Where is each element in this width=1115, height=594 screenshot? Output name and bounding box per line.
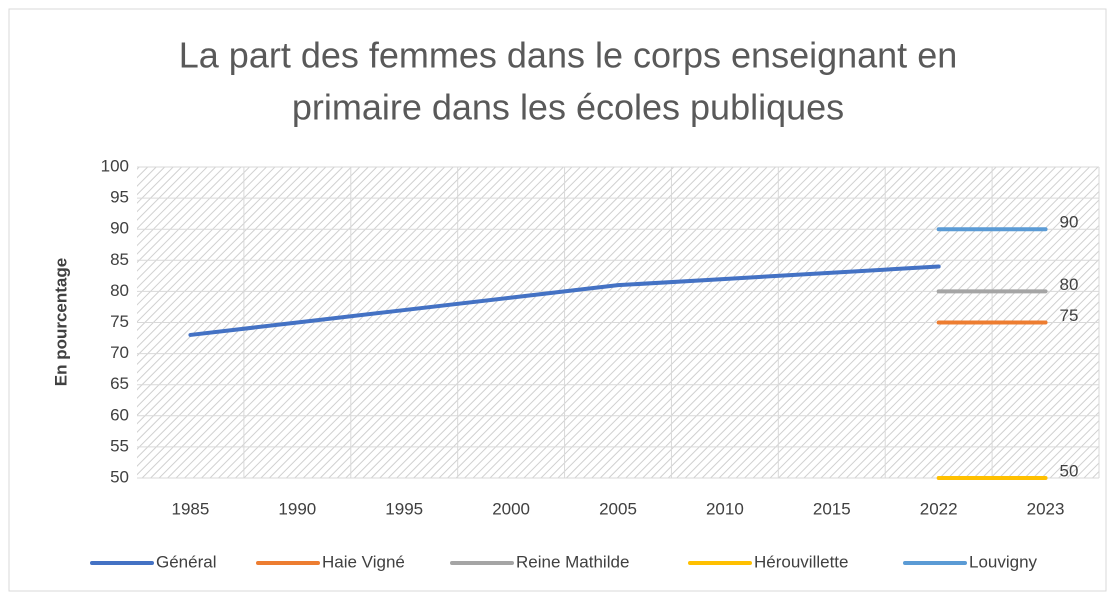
y-tick-label: 55	[110, 436, 129, 455]
legend-label: Général	[156, 552, 216, 571]
chart-title: primaire dans les écoles publiques	[292, 87, 844, 128]
y-tick-label: 50	[110, 467, 129, 486]
y-tick-label: 75	[110, 312, 129, 331]
y-tick-label: 95	[110, 188, 129, 207]
x-tick-label: 2015	[813, 499, 851, 518]
x-tick-label: 1990	[278, 499, 316, 518]
y-tick-label: 65	[110, 374, 129, 393]
y-tick-label: 85	[110, 250, 129, 269]
y-tick-label: 60	[110, 405, 129, 424]
y-axis-label: En pourcentage	[51, 258, 70, 386]
legend-label: Reine Mathilde	[516, 552, 629, 571]
x-tick-label: 2000	[492, 499, 530, 518]
y-tick-label: 90	[110, 219, 129, 238]
y-tick-label: 80	[110, 281, 129, 300]
x-tick-label: 1985	[172, 499, 210, 518]
x-tick-label: 2005	[599, 499, 637, 518]
x-tick-label: 2023	[1027, 499, 1065, 518]
x-tick-label: 2010	[706, 499, 744, 518]
y-tick-label: 100	[101, 156, 129, 175]
legend-label: Haie Vigné	[322, 552, 405, 571]
data-label: 80	[1060, 275, 1079, 294]
x-tick-label: 1995	[385, 499, 423, 518]
data-label: 75	[1060, 306, 1079, 325]
data-label: 90	[1060, 213, 1079, 232]
y-tick-label: 70	[110, 343, 129, 362]
chart-title: La part des femmes dans le corps enseign…	[179, 35, 957, 76]
legend-label: Louvigny	[969, 552, 1038, 571]
series-line	[188, 264, 941, 337]
data-label: 50	[1060, 461, 1079, 480]
x-tick-label: 2022	[920, 499, 958, 518]
legend-label: Hérouvillette	[754, 552, 849, 571]
